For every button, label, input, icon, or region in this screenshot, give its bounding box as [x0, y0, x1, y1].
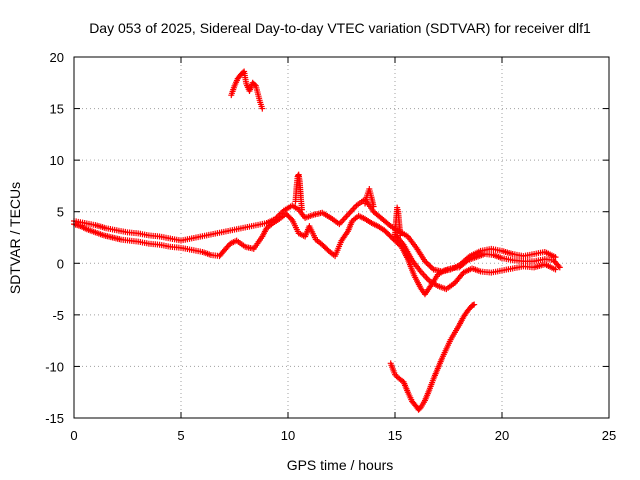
series-track-a-upper-band — [71, 196, 559, 275]
y-tick-label: 20 — [50, 50, 64, 65]
data-point — [552, 254, 559, 261]
series-isolated-segment-high — [228, 68, 266, 112]
data-point — [298, 206, 305, 213]
y-tick-label: 5 — [57, 205, 64, 220]
data-point — [427, 263, 434, 270]
data-point — [424, 260, 431, 267]
x-tick-label: 5 — [177, 428, 184, 443]
chart-title: Day 053 of 2025, Sidereal Day-to-day VTE… — [89, 20, 591, 36]
series-track-a-main — [71, 210, 563, 298]
x-axis-label: GPS time / hours — [287, 457, 394, 473]
y-tick-label: 15 — [50, 102, 64, 117]
x-tick-label: 15 — [388, 428, 402, 443]
series-spike-near-14h — [362, 186, 377, 210]
data-point — [426, 262, 433, 269]
y-tick-label: 10 — [50, 153, 64, 168]
x-tick-label: 10 — [281, 428, 295, 443]
y-tick-label: -5 — [52, 308, 64, 323]
axis-ticks: 0 5 10 15 20 25 -15 -10 -5 0 5 10 15 20 — [45, 50, 616, 443]
data-point — [556, 264, 563, 271]
series-negative-branch — [387, 301, 478, 413]
data-point — [259, 105, 266, 112]
series-spike-near-10h — [292, 171, 305, 213]
x-tick-label: 20 — [495, 428, 509, 443]
data-point — [386, 232, 393, 239]
y-tick-label: 0 — [57, 256, 64, 271]
plot-frame — [73, 56, 610, 419]
y-axis-label: SDTVAR / TECUs — [7, 182, 23, 294]
y-tick-label: -10 — [45, 359, 64, 374]
data-point — [397, 232, 404, 239]
data-point — [552, 266, 559, 273]
data-point — [251, 81, 258, 88]
series-spike-near-15h — [392, 204, 404, 240]
x-tick-label: 0 — [70, 428, 77, 443]
data-point — [370, 203, 377, 210]
x-tick-label: 25 — [602, 428, 616, 443]
y-tick-label: -15 — [45, 411, 64, 426]
series-track-b-lower-band — [392, 231, 559, 293]
data-points — [71, 68, 563, 413]
data-point — [471, 301, 478, 308]
data-point — [287, 215, 294, 222]
